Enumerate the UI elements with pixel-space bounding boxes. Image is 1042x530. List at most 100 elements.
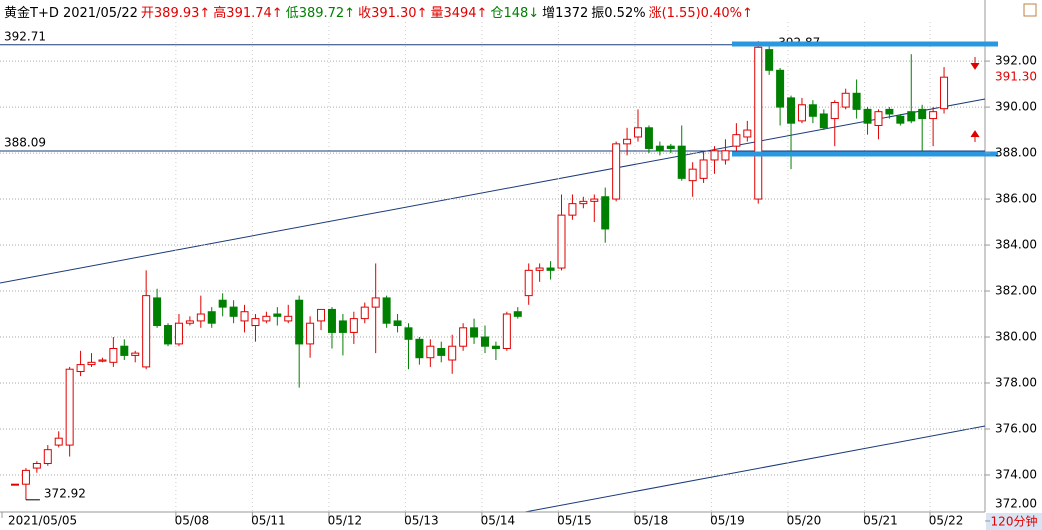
candle-body — [43, 449, 52, 464]
trend-line — [524, 425, 986, 513]
candle-body — [229, 306, 238, 317]
period-label[interactable]: 120分钟 — [991, 514, 1038, 529]
price-arrow — [970, 130, 980, 142]
y-tick-label: 372.00 — [995, 497, 1037, 511]
period-box[interactable] — [986, 513, 1042, 530]
header-item: 增1372 — [542, 6, 589, 21]
candle-body — [327, 308, 336, 333]
candle-body — [776, 69, 785, 108]
candle-body — [754, 46, 763, 200]
x-tick-label: 05/08 — [175, 514, 210, 528]
candle-body — [830, 101, 839, 120]
header-item: 仓148↓ — [490, 6, 540, 21]
candle-body — [295, 299, 304, 345]
settings-icon[interactable] — [1023, 3, 1037, 17]
y-tick-label: 388.00 — [995, 146, 1037, 160]
candle-body — [153, 297, 162, 327]
candle-body — [262, 315, 271, 322]
candle-body — [721, 150, 730, 161]
header: 黄金T+D 2021/05/22 开389.93↑ 高391.74↑ 低389.72↑… — [4, 2, 756, 21]
candle-body — [76, 364, 85, 373]
candle-body — [32, 462, 41, 469]
candle-body — [732, 134, 741, 147]
last-price-label: 391.30 — [995, 70, 1037, 84]
candle-body — [207, 311, 216, 324]
candle-body — [11, 483, 19, 486]
candle-body — [317, 308, 326, 322]
candle-body — [87, 361, 96, 366]
y-tick-label: 380.00 — [995, 330, 1037, 344]
candle-body — [371, 297, 380, 308]
reference-label: 392.71 — [4, 29, 46, 43]
candle-body — [273, 313, 282, 317]
candle-body — [743, 129, 752, 138]
trend-line — [0, 98, 986, 284]
y-tick-label: 374.00 — [995, 467, 1037, 481]
candle-body — [404, 327, 413, 340]
candle-body — [808, 104, 817, 117]
candle-body — [415, 338, 424, 359]
candle-body — [568, 203, 577, 216]
candle-body — [601, 196, 610, 230]
candle-body — [819, 113, 828, 129]
header-item: 高391.74↑ — [213, 6, 283, 21]
y-tick-label: 376.00 — [995, 421, 1037, 435]
candle-body — [491, 345, 500, 350]
header-item: 低389.72↑ — [285, 6, 356, 21]
x-tick-label: 05/12 — [328, 514, 363, 528]
x-tick-label: 05/20 — [787, 514, 822, 528]
candle-body — [284, 315, 293, 322]
candle-body — [196, 313, 205, 322]
candle-body — [174, 322, 183, 345]
candle-body — [448, 345, 457, 361]
candle-body — [907, 111, 916, 122]
candle-body — [349, 318, 358, 333]
candle-body — [338, 320, 347, 333]
x-tick-label: 05/18 — [634, 514, 669, 528]
candle-body — [896, 115, 905, 124]
candle-body — [426, 345, 435, 359]
x-tick-label: 05/14 — [481, 514, 516, 528]
candle-body — [666, 145, 675, 149]
candle-body — [185, 320, 194, 324]
candle-body — [579, 200, 588, 205]
candle-body — [218, 299, 227, 308]
candle-body — [655, 145, 664, 152]
x-tick-label: 05/19 — [710, 514, 745, 528]
candle-body — [382, 297, 391, 324]
candle-body — [480, 336, 489, 347]
header-item: 收391.30↑ — [358, 6, 428, 21]
candle-body — [306, 322, 315, 345]
extreme-label: 372.92 — [44, 486, 86, 500]
candle-body — [852, 92, 861, 110]
candle-body — [524, 269, 533, 297]
candle-body — [677, 145, 686, 179]
y-tick-label: 378.00 — [995, 376, 1037, 390]
candle-body — [634, 127, 643, 138]
y-tick-label: 382.00 — [995, 284, 1037, 298]
candle-body — [940, 76, 949, 110]
candle-body — [787, 97, 796, 124]
candle-body — [918, 108, 927, 120]
y-tick-label: 390.00 — [995, 100, 1037, 114]
price-arrow — [970, 57, 980, 70]
header-item: 黄金T+D 2021/05/22 — [4, 6, 138, 21]
candle-body — [251, 318, 260, 327]
candle-body — [164, 325, 173, 345]
candle-body — [21, 469, 30, 485]
candle-body — [65, 368, 74, 446]
candle-body — [54, 437, 63, 446]
candle-body — [929, 111, 938, 120]
candle-body — [644, 127, 653, 149]
header-item: 涨(1.55)0.40%↑ — [648, 6, 753, 21]
candle-body — [393, 320, 402, 327]
candle-body — [120, 345, 129, 356]
x-tick-label: 2021/05/05 — [8, 514, 77, 528]
candle-body — [437, 348, 446, 356]
candle-body — [131, 352, 140, 356]
y-tick-label: 384.00 — [995, 238, 1037, 252]
header-item: 量3494↑ — [430, 6, 488, 21]
candle-body — [688, 168, 697, 182]
candle-body — [797, 104, 806, 122]
